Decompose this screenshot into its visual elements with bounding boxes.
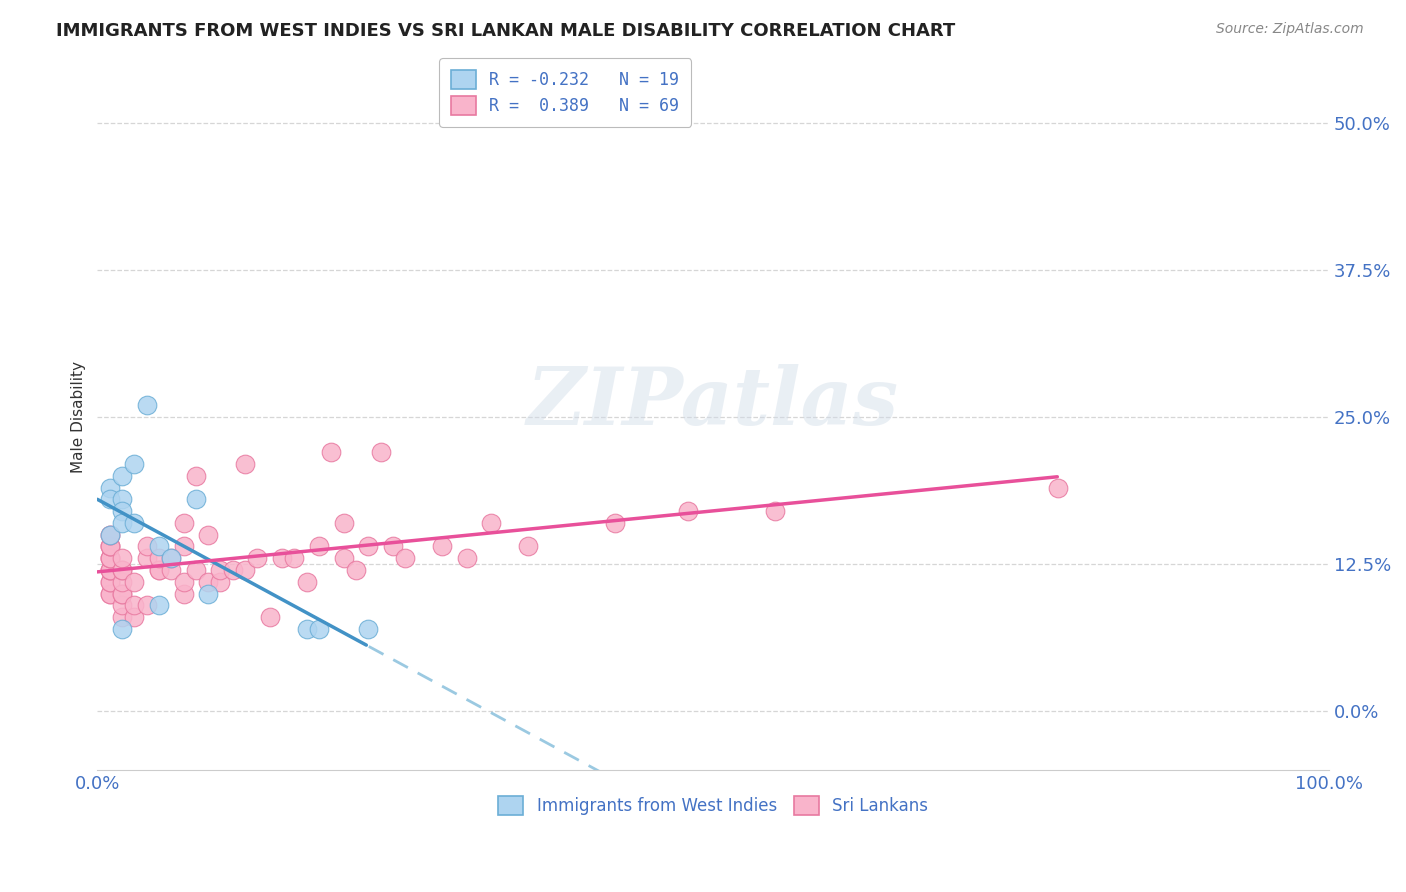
- Point: [222, 563, 245, 577]
- Point: [184, 563, 207, 577]
- Point: [295, 622, 318, 636]
- Point: [111, 551, 134, 566]
- Point: [283, 551, 305, 566]
- Text: Source: ZipAtlas.com: Source: ZipAtlas.com: [1216, 22, 1364, 37]
- Point: [111, 599, 134, 613]
- Point: [394, 551, 416, 566]
- Point: [111, 610, 134, 624]
- Point: [135, 540, 157, 554]
- Point: [98, 492, 121, 507]
- Point: [370, 445, 392, 459]
- Point: [197, 527, 219, 541]
- Point: [160, 551, 183, 566]
- Point: [381, 540, 404, 554]
- Point: [98, 540, 121, 554]
- Point: [124, 574, 146, 589]
- Point: [98, 574, 121, 589]
- Point: [517, 540, 540, 554]
- Point: [135, 551, 157, 566]
- Point: [332, 551, 354, 566]
- Point: [295, 574, 318, 589]
- Point: [678, 504, 700, 518]
- Point: [111, 586, 134, 600]
- Point: [184, 468, 207, 483]
- Point: [98, 563, 121, 577]
- Point: [197, 586, 219, 600]
- Point: [98, 527, 121, 541]
- Point: [430, 540, 453, 554]
- Point: [148, 563, 170, 577]
- Point: [98, 551, 121, 566]
- Point: [148, 551, 170, 566]
- Point: [308, 540, 330, 554]
- Point: [173, 586, 195, 600]
- Point: [321, 445, 343, 459]
- Point: [135, 599, 157, 613]
- Point: [98, 574, 121, 589]
- Point: [111, 622, 134, 636]
- Point: [111, 586, 134, 600]
- Point: [160, 563, 183, 577]
- Point: [160, 551, 183, 566]
- Legend: Immigrants from West Indies, Sri Lankans: Immigrants from West Indies, Sri Lankans: [488, 786, 938, 825]
- Point: [763, 504, 786, 518]
- Point: [197, 574, 219, 589]
- Point: [148, 540, 170, 554]
- Point: [246, 551, 269, 566]
- Point: [98, 551, 121, 566]
- Point: [233, 457, 256, 471]
- Text: ZIPatlas: ZIPatlas: [527, 364, 898, 442]
- Point: [135, 398, 157, 412]
- Point: [344, 563, 367, 577]
- Point: [98, 563, 121, 577]
- Point: [98, 481, 121, 495]
- Point: [111, 504, 134, 518]
- Point: [124, 457, 146, 471]
- Point: [259, 610, 281, 624]
- Point: [209, 563, 232, 577]
- Point: [308, 622, 330, 636]
- Point: [111, 468, 134, 483]
- Point: [98, 563, 121, 577]
- Point: [173, 574, 195, 589]
- Point: [98, 527, 121, 541]
- Point: [111, 516, 134, 530]
- Point: [456, 551, 478, 566]
- Point: [98, 540, 121, 554]
- Point: [124, 599, 146, 613]
- Point: [233, 563, 256, 577]
- Point: [148, 599, 170, 613]
- Point: [98, 551, 121, 566]
- Point: [98, 527, 121, 541]
- Point: [481, 516, 503, 530]
- Point: [124, 516, 146, 530]
- Point: [271, 551, 294, 566]
- Point: [98, 540, 121, 554]
- Point: [124, 610, 146, 624]
- Point: [111, 492, 134, 507]
- Point: [111, 563, 134, 577]
- Point: [111, 563, 134, 577]
- Point: [111, 574, 134, 589]
- Point: [184, 492, 207, 507]
- Point: [1046, 481, 1069, 495]
- Point: [173, 540, 195, 554]
- Point: [357, 622, 380, 636]
- Point: [332, 516, 354, 530]
- Point: [173, 516, 195, 530]
- Point: [98, 586, 121, 600]
- Point: [209, 574, 232, 589]
- Point: [357, 540, 380, 554]
- Point: [148, 563, 170, 577]
- Point: [603, 516, 626, 530]
- Point: [98, 586, 121, 600]
- Y-axis label: Male Disability: Male Disability: [72, 361, 86, 473]
- Text: IMMIGRANTS FROM WEST INDIES VS SRI LANKAN MALE DISABILITY CORRELATION CHART: IMMIGRANTS FROM WEST INDIES VS SRI LANKA…: [56, 22, 956, 40]
